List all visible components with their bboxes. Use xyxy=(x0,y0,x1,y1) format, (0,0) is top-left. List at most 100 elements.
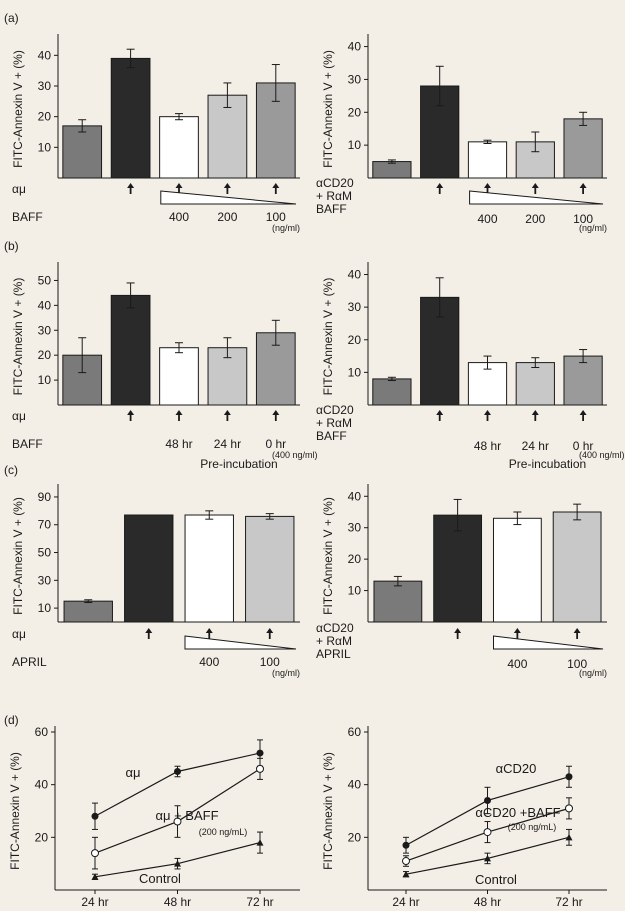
row-label: αμ xyxy=(12,182,26,196)
dose-label: 0 hr xyxy=(573,439,594,453)
dose-label: 200 xyxy=(217,210,237,224)
y-tick-label: 60 xyxy=(35,725,49,739)
concentration-wedge xyxy=(493,635,604,650)
arrow-head xyxy=(579,410,587,415)
bar xyxy=(63,600,113,623)
data-point xyxy=(91,812,99,820)
concentration-wedge xyxy=(184,635,297,650)
panel-label: (b) xyxy=(4,239,19,253)
row-label: + RαM xyxy=(316,416,352,430)
arrow-head xyxy=(266,628,274,633)
data-point xyxy=(484,854,491,862)
bar xyxy=(563,355,603,406)
row-label: αμ xyxy=(12,627,26,641)
bar xyxy=(207,94,248,179)
bar xyxy=(62,125,103,179)
x-tick-label: 48 hr xyxy=(474,895,501,909)
y-tick-label: 40 xyxy=(38,298,52,312)
data-point xyxy=(402,870,410,878)
arrow-head xyxy=(145,628,153,633)
concentration-wedge xyxy=(160,190,297,205)
dose-label: 100 xyxy=(567,657,587,671)
caption: Pre-incubation xyxy=(509,457,586,471)
series-label: Control xyxy=(475,872,517,887)
row-label: αCD20 xyxy=(316,176,354,190)
y-tick-label: 40 xyxy=(348,489,362,503)
bar xyxy=(515,362,555,406)
arrow-head xyxy=(513,628,521,633)
data-point xyxy=(174,768,181,775)
y-tick-label: 30 xyxy=(348,72,362,86)
row-label: BAFF xyxy=(316,429,347,443)
series-label: αμ + BAFF xyxy=(155,808,218,823)
arrow-head xyxy=(531,410,539,415)
y-tick-label: 50 xyxy=(38,273,52,287)
dose-label: 200 xyxy=(525,212,545,226)
row-label: BAFF xyxy=(12,437,43,451)
y-tick-label: 20 xyxy=(348,552,362,566)
unit-label: (400 ng/ml) xyxy=(272,450,318,460)
row-label: BAFF xyxy=(316,202,347,216)
dose-label: 100 xyxy=(260,655,280,669)
data-point xyxy=(402,841,410,849)
x-tick-label: 72 hr xyxy=(555,895,582,909)
y-tick-label: 20 xyxy=(38,110,52,124)
data-point xyxy=(256,839,264,846)
panel-label: (c) xyxy=(4,463,18,477)
panel-6: 10 20 30 40 FITC-Annexin V + (%) 400 100 αCD20+… xyxy=(316,484,607,678)
x-tick-label: 24 hr xyxy=(392,895,419,909)
dose-label: 48 hr xyxy=(474,439,501,453)
concentration-wedge xyxy=(469,190,604,205)
panel-1: (a) 10 20 30 40 FITC-Annexin V + (%) 400 200 100… xyxy=(4,11,300,233)
y-tick-label: 10 xyxy=(348,584,362,598)
bar xyxy=(110,294,151,406)
panel-label: (d) xyxy=(4,713,19,727)
y-axis-label: FITC-Annexin V + (%) xyxy=(321,278,335,396)
x-tick-label: 24 hr xyxy=(81,895,108,909)
y-tick-label: 40 xyxy=(35,778,49,792)
dose-label: 24 hr xyxy=(522,439,549,453)
panel-3: (b) 10 20 30 40 50 FITC-Annexin V + (%) 48 hr 24… xyxy=(4,239,318,471)
arrow-head xyxy=(175,183,183,188)
y-axis-label: FITC-Annexin V + (%) xyxy=(8,752,22,870)
y-tick-label: 30 xyxy=(348,300,362,314)
bar xyxy=(184,514,234,623)
arrow-head xyxy=(127,410,135,415)
y-tick-label: 20 xyxy=(348,830,362,844)
unit-label: (ng/ml) xyxy=(579,668,607,678)
data-point xyxy=(256,764,264,773)
series-label: Control xyxy=(139,871,181,886)
data-point xyxy=(402,857,410,866)
arrow-head xyxy=(531,183,539,188)
arrow-head xyxy=(205,628,213,633)
bar xyxy=(245,515,295,623)
bar xyxy=(159,116,199,179)
bar xyxy=(372,161,412,179)
data-point xyxy=(256,749,264,757)
x-tick-label: 48 hr xyxy=(164,895,191,909)
dose-label: 400 xyxy=(477,212,497,226)
y-tick-label: 30 xyxy=(38,79,52,93)
row-label: APRIL xyxy=(12,655,47,669)
panel-label: (a) xyxy=(4,11,19,25)
panel-7: (d) 20 40 60 FITC-Annexin V + (%) 24 hr 48 hr 7… xyxy=(4,713,300,909)
y-tick-label: 70 xyxy=(38,518,52,532)
y-tick-label: 10 xyxy=(348,138,362,152)
y-tick-label: 20 xyxy=(348,333,362,347)
y-axis-label: FITC-Annexin V + (%) xyxy=(11,278,25,396)
panel-5: (c) 10 30 50 70 90 FITC-Annexin V + (%) 400 100 α… xyxy=(4,463,300,678)
unit-label: (ng/ml) xyxy=(272,668,300,678)
arrow-head xyxy=(127,183,135,188)
bar xyxy=(552,511,602,623)
y-axis-label: FITC-Annexin V + (%) xyxy=(321,497,335,615)
arrow-head xyxy=(175,410,183,415)
data-point xyxy=(174,860,181,867)
y-axis-label: FITC-Annexin V + (%) xyxy=(11,50,25,168)
arrow-head xyxy=(484,410,491,415)
y-tick-label: 40 xyxy=(38,48,52,62)
series-label: αCD20 +BAFF xyxy=(475,805,560,820)
x-tick-label: 72 hr xyxy=(246,895,273,909)
series-label: αμ xyxy=(125,765,140,780)
y-tick-label: 20 xyxy=(35,830,49,844)
panel-4: 10 20 30 40 FITC-Annexin V + (%) 48 hr 24 hr 0 … xyxy=(316,262,625,471)
